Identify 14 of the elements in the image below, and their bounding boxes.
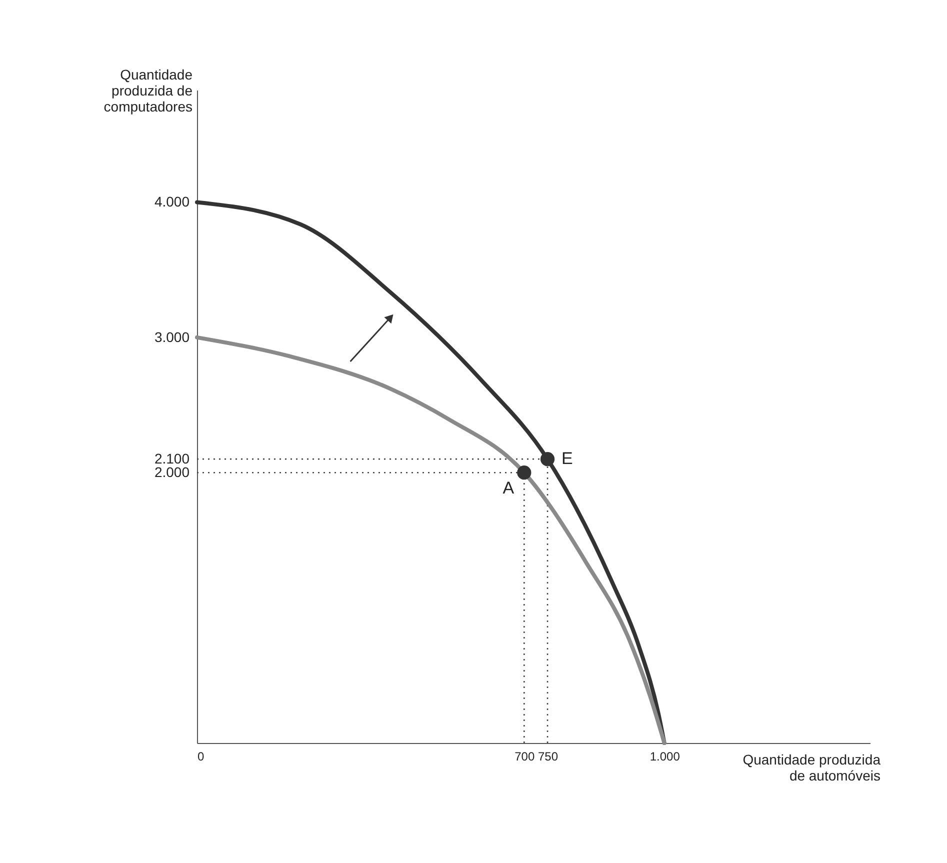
series-label: E	[562, 449, 573, 468]
series-label: A	[502, 478, 515, 498]
line-series	[195, 200, 666, 745]
x-tick-label: 750	[538, 750, 558, 764]
y-tick-label: 3.000	[154, 328, 190, 345]
y-tick-label: 2.100	[154, 450, 190, 467]
x-tick-label: 700	[514, 750, 535, 764]
y-tick-label: 2.000	[154, 464, 190, 480]
x-tick-label: 0	[198, 750, 204, 764]
x-tick-label: 1.000	[650, 750, 680, 764]
x-axis-title: Quantidade produzida de automóveis	[742, 752, 881, 784]
y-tick-label: 4.000	[154, 194, 190, 210]
y-axis-title: Quantidade produzida de computadores	[104, 66, 193, 114]
line-series	[195, 335, 666, 745]
